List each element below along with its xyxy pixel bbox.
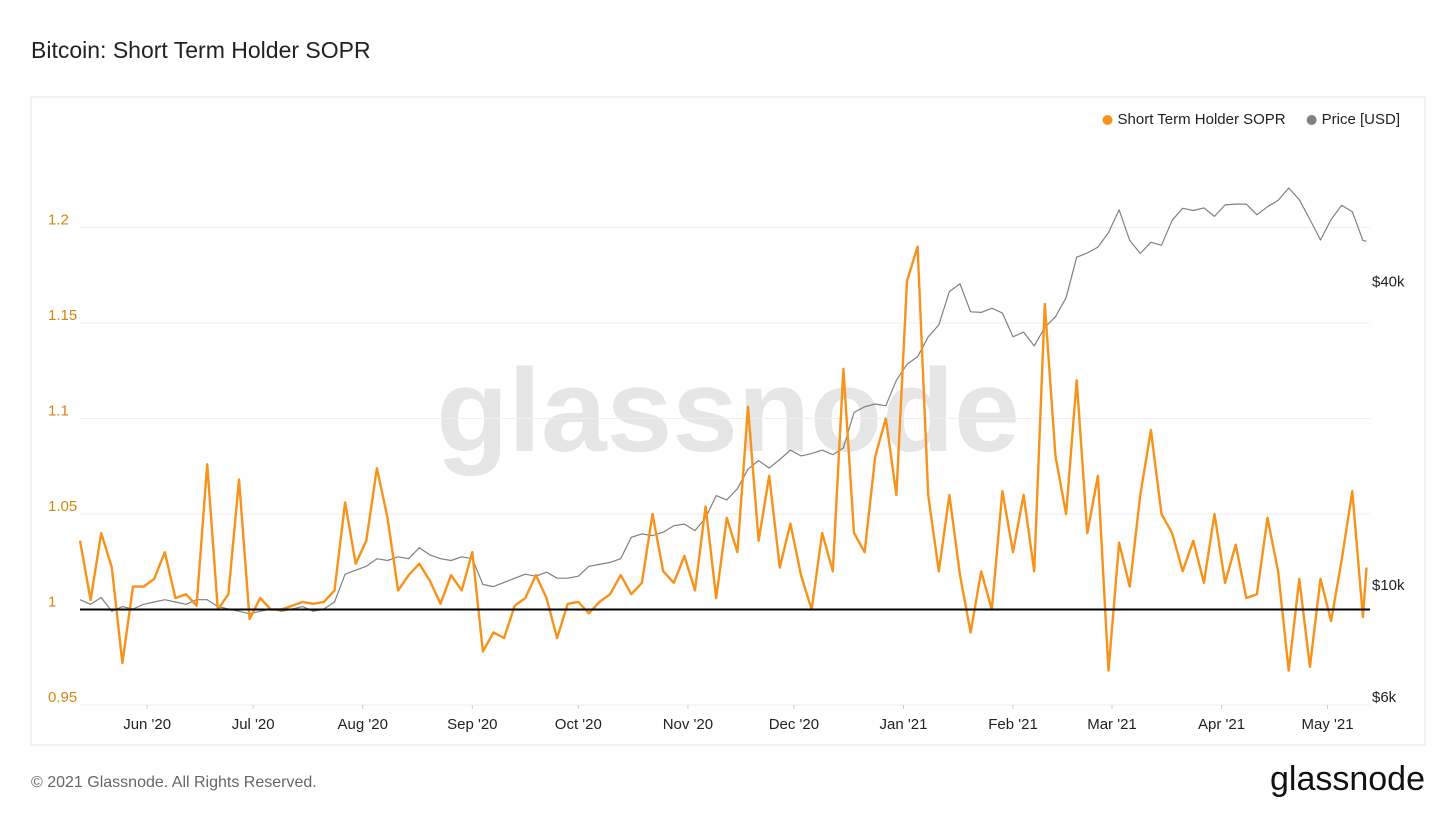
y2-tick-label: $40k xyxy=(1372,273,1405,290)
y-tick-label: 1.05 xyxy=(48,498,77,515)
watermark: glassnode xyxy=(436,345,1020,477)
x-tick-label: Aug '20 xyxy=(338,716,388,733)
x-tick-label: Mar '21 xyxy=(1087,716,1137,733)
footer: © 2021 Glassnode. All Rights Reserved. xyxy=(31,774,317,791)
x-tick-label: Jun '20 xyxy=(123,716,171,733)
x-tick-label: Jan '21 xyxy=(880,716,928,733)
x-tick-label: Apr '21 xyxy=(1198,716,1245,733)
y-tick-label: 1.15 xyxy=(48,307,77,324)
chart-title: Bitcoin: Short Term Holder SOPR xyxy=(31,37,371,63)
y-tick-label: 0.95 xyxy=(48,689,77,706)
chart-frame xyxy=(30,96,1426,746)
y-tick-label: 1 xyxy=(48,593,56,610)
series-line xyxy=(79,187,1367,615)
x-tick-label: Jul '20 xyxy=(232,716,275,733)
series-line xyxy=(78,245,1368,672)
x-tick-label: Feb '21 xyxy=(988,716,1038,733)
x-tick-label: Oct '20 xyxy=(555,716,602,733)
legend-marker xyxy=(1102,115,1113,125)
logo: glassnode xyxy=(1270,760,1425,798)
y2-tick-label: $10k xyxy=(1372,577,1405,594)
x-tick-label: Nov '20 xyxy=(663,716,713,733)
legend-marker xyxy=(1306,115,1317,125)
y-tick-label: 1.1 xyxy=(48,402,69,419)
x-tick-label: May '21 xyxy=(1302,716,1354,733)
legend-label: Short Term Holder SOPR xyxy=(1118,111,1286,128)
y-tick-label: 1.2 xyxy=(48,211,69,228)
y2-tick-label: $6k xyxy=(1372,689,1397,706)
legend-label: Price [USD] xyxy=(1322,111,1400,128)
x-tick-label: Sep '20 xyxy=(447,716,497,733)
x-tick-label: Dec '20 xyxy=(769,716,819,733)
